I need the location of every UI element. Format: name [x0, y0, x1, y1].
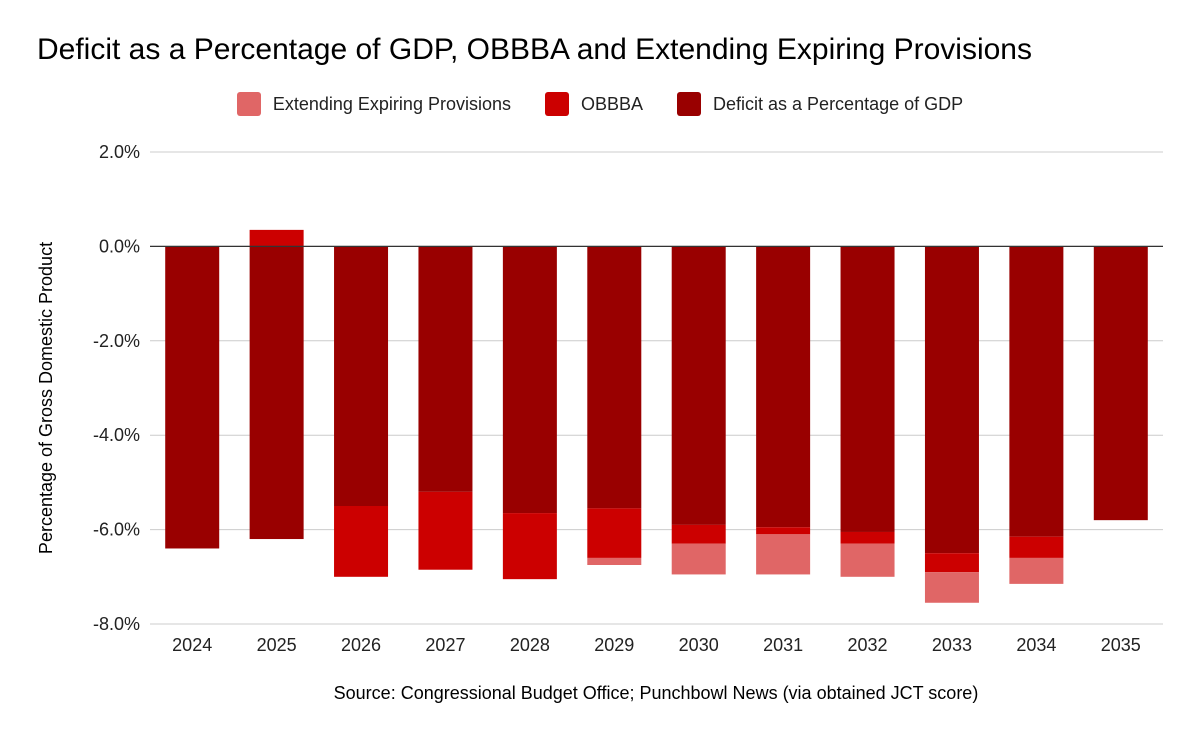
y-tick-label: -2.0%	[93, 331, 140, 351]
legend-label-obbba: OBBBA	[580, 93, 644, 114]
bar-segment	[1009, 246, 1064, 537]
bar-segment	[587, 246, 642, 509]
y-tick-label: -6.0%	[93, 520, 140, 540]
legend-swatch-obbba	[544, 92, 569, 116]
bar-segment	[249, 246, 304, 540]
bar-segment	[502, 513, 557, 580]
bar-segment	[840, 246, 895, 532]
bar-segment	[671, 524, 726, 544]
legend-swatch-deficit	[677, 92, 702, 116]
x-tick-label: 2028	[510, 635, 550, 655]
bar-segment	[418, 491, 473, 570]
bar-segment	[418, 246, 473, 492]
bar-segment	[756, 534, 811, 575]
bar-segment	[924, 246, 979, 554]
chart-title: Deficit as a Percentage of GDP, OBBBA an…	[37, 33, 1032, 66]
x-tick-label: 2032	[848, 635, 888, 655]
y-tick-label: 2.0%	[99, 142, 140, 162]
x-tick-label: 2031	[763, 635, 803, 655]
y-axis-title: Percentage of Gross Domestic Product	[36, 242, 56, 554]
bar-segment	[1093, 246, 1148, 521]
legend-label-deficit: Deficit as a Percentage of GDP	[713, 93, 964, 114]
x-tick-label: 2035	[1101, 635, 1141, 655]
y-tick-label: 0.0%	[99, 236, 140, 256]
bar-segment	[924, 572, 979, 603]
legend-item-deficit: Deficit as a Percentage of GDP	[677, 92, 963, 116]
bars	[165, 229, 1148, 603]
x-tick-label: 2033	[932, 635, 972, 655]
legend-swatch-extending-expiring-provisions	[236, 92, 261, 116]
bar-segment	[840, 543, 895, 577]
bar-segment	[587, 508, 642, 558]
bar-segment	[502, 246, 557, 514]
x-tick-label: 2026	[341, 635, 381, 655]
legend: Extending Expiring Provisions OBBBA Defi…	[0, 92, 1200, 116]
bar-segment	[587, 557, 642, 565]
legend-item-extending-expiring-provisions: Extending Expiring Provisions	[236, 92, 511, 116]
x-tick-label: 2024	[172, 635, 212, 655]
legend-item-obbba: OBBBA	[544, 92, 644, 116]
bar-segment	[756, 246, 811, 528]
x-tick-label: 2029	[594, 635, 634, 655]
bar-segment	[334, 506, 389, 577]
y-tick-label: -4.0%	[93, 425, 140, 445]
legend-label-extending-expiring-provisions: Extending Expiring Provisions	[272, 93, 511, 114]
y-tick-label: -8.0%	[93, 614, 140, 634]
bar-segment	[924, 553, 979, 573]
x-tick-label: 2030	[679, 635, 719, 655]
x-tick-label: 2027	[425, 635, 465, 655]
x-tick-label: 2034	[1016, 635, 1056, 655]
bar-segment	[249, 229, 304, 247]
bar-segment	[671, 543, 726, 575]
bar-segment	[840, 531, 895, 544]
bar-segment	[756, 527, 811, 535]
source-note: Source: Congressional Budget Office; Pun…	[333, 683, 979, 703]
bar-segment	[334, 246, 389, 506]
bar-segment	[671, 246, 726, 525]
x-tick-label: 2025	[257, 635, 297, 655]
bar-segment	[165, 246, 220, 549]
axes: 2.0% 0.0% -2.0% -4.0% -6.0% -8.0% 2024 2025 2026…	[93, 142, 1163, 655]
bar-segment	[1009, 536, 1064, 558]
bar-segment	[1009, 557, 1064, 584]
